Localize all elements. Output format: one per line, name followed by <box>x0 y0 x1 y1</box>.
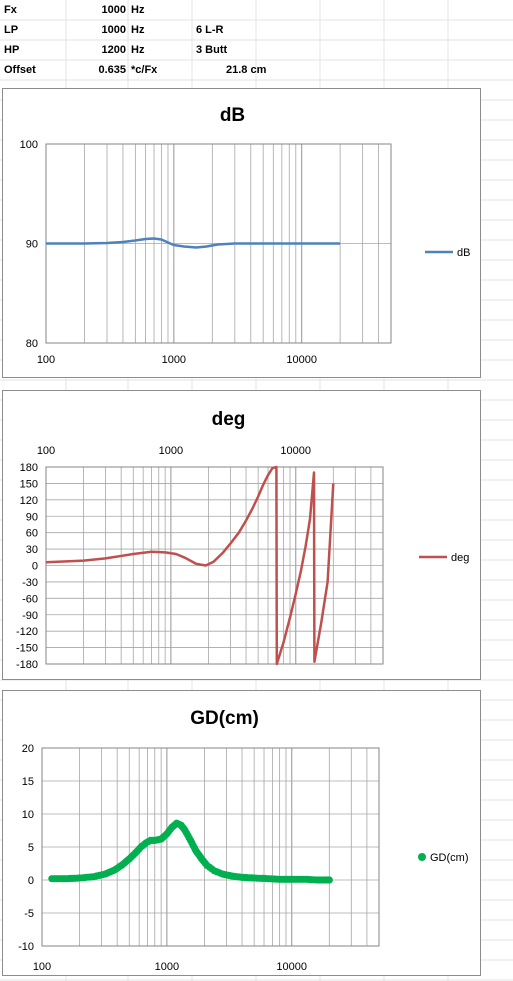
param-value-fx[interactable]: 1000 <box>101 4 126 16</box>
chart-db-ytick: 90 <box>26 239 38 251</box>
chart-deg-xtick: 100 <box>37 445 55 457</box>
param-unit-fx[interactable]: Hz <box>131 4 145 16</box>
chart-gd-title: GD(cm) <box>190 708 259 729</box>
chart-deg-ytick: 90 <box>26 511 38 523</box>
chart-deg-title: deg <box>212 409 246 430</box>
chart-db-ytick: 100 <box>20 139 38 151</box>
chart-gd-xtick: 10000 <box>276 961 307 973</box>
chart-deg-ytick: 150 <box>20 478 38 490</box>
chart-gd-ytick: -10 <box>18 941 34 953</box>
chart-gd-ytick: 15 <box>22 776 34 788</box>
param-unit-lp[interactable]: Hz <box>131 24 145 36</box>
chart-db-xtick: 10000 <box>286 354 317 366</box>
chart-db-title: dB <box>220 105 245 126</box>
chart-gd-data-point <box>325 876 333 884</box>
chart-db-xtick: 1000 <box>162 354 186 366</box>
chart-db-series-line <box>46 237 341 249</box>
param-label-lp[interactable]: LP <box>4 24 19 36</box>
chart-db-legend: dB <box>425 247 470 259</box>
param-value-hp[interactable]: 1200 <box>101 44 126 56</box>
chart-gd[interactable]: GD(cm) 20 15 10 5 0 -5 -10 100 1000 10000 GD(cm) <box>2 690 481 976</box>
chart-db-xtick: 100 <box>37 354 55 366</box>
param-value-offset[interactable]: 0.635 <box>98 64 126 76</box>
chart-deg-ytick: 0 <box>32 561 38 573</box>
chart-deg-legend-label: deg <box>451 552 469 564</box>
chart-db-legend-label: dB <box>457 247 470 259</box>
chart-db-ytick: 80 <box>26 338 38 350</box>
chart-gd-plot-area <box>41 747 380 947</box>
param-label-offset[interactable]: Offset <box>4 64 36 76</box>
chart-gd-legend-swatch <box>418 853 426 861</box>
chart-gd-xtick: 100 <box>33 961 51 973</box>
param-type-hp[interactable]: 3 Butt <box>196 44 228 56</box>
chart-db[interactable]: dB 100 90 80 100 1000 10000 dB <box>2 88 481 378</box>
chart-deg-ytick: -30 <box>22 577 38 589</box>
chart-deg-xtick: 10000 <box>280 445 311 457</box>
chart-deg-svg: deg 180 150 120 90 60 30 0 -30 -60 -90 -120 -150 -180… <box>16 409 469 671</box>
param-unit-offset[interactable]: *c/Fx <box>131 64 158 76</box>
chart-gd-ytick: 0 <box>28 875 34 887</box>
chart-deg-ytick: -150 <box>16 643 38 655</box>
chart-gd-ytick: 10 <box>22 809 34 821</box>
chart-gd-ytick: -5 <box>24 908 34 920</box>
chart-gd-series-points <box>48 819 333 884</box>
param-distance-offset[interactable]: 21.8 cm <box>226 64 267 76</box>
chart-deg-xtick: 1000 <box>159 445 183 457</box>
chart-gd-legend-label: GD(cm) <box>430 852 469 864</box>
param-type-lp[interactable]: 6 L-R <box>196 24 224 36</box>
chart-deg-ytick: 120 <box>20 495 38 507</box>
chart-deg-ytick: 30 <box>26 544 38 556</box>
param-unit-hp[interactable]: Hz <box>131 44 145 56</box>
chart-deg-legend: deg <box>419 552 469 564</box>
chart-gd-xtick: 1000 <box>155 961 179 973</box>
chart-deg-ytick: 60 <box>26 528 38 540</box>
param-label-hp[interactable]: HP <box>4 44 20 56</box>
chart-db-svg: dB 100 90 80 100 1000 10000 dB <box>20 105 471 366</box>
chart-deg-ytick: -120 <box>16 626 38 638</box>
chart-deg-series-line <box>45 465 335 666</box>
chart-deg-plot-area <box>45 466 384 665</box>
chart-gd-ytick: 5 <box>28 842 34 854</box>
param-label-fx[interactable]: Fx <box>4 4 17 16</box>
param-value-lp[interactable]: 1000 <box>101 24 126 36</box>
chart-gd-legend: GD(cm) <box>418 852 469 864</box>
chart-gd-svg: GD(cm) 20 15 10 5 0 -5 -10 100 1000 10000 GD(cm) <box>18 708 469 973</box>
chart-deg-ytick: -180 <box>16 659 38 671</box>
chart-gd-ytick: 20 <box>22 743 34 755</box>
chart-deg[interactable]: deg 180 150 120 90 60 30 0 -30 -60 -90 -120 -150 -180… <box>2 390 481 680</box>
chart-gd-gridlines <box>42 747 380 947</box>
chart-deg-ytick: 180 <box>20 462 38 474</box>
chart-deg-ytick: -60 <box>22 593 38 605</box>
chart-deg-ytick: -90 <box>22 610 38 622</box>
